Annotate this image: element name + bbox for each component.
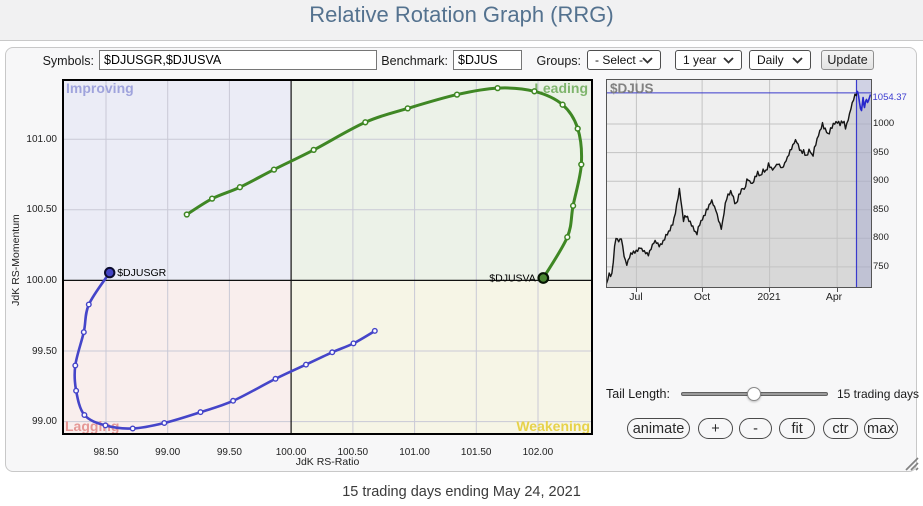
svg-text:Lagging: Lagging <box>65 418 119 434</box>
svg-text:Improving: Improving <box>66 80 134 96</box>
svg-text:$DJUSGR: $DJUSGR <box>117 267 166 279</box>
svg-text:Leading: Leading <box>534 80 588 96</box>
svg-text:Weakening: Weakening <box>516 418 590 434</box>
svg-text:$DJUSVA: $DJUSVA <box>489 273 536 285</box>
svg-text:$DJUS: $DJUS <box>610 81 654 96</box>
